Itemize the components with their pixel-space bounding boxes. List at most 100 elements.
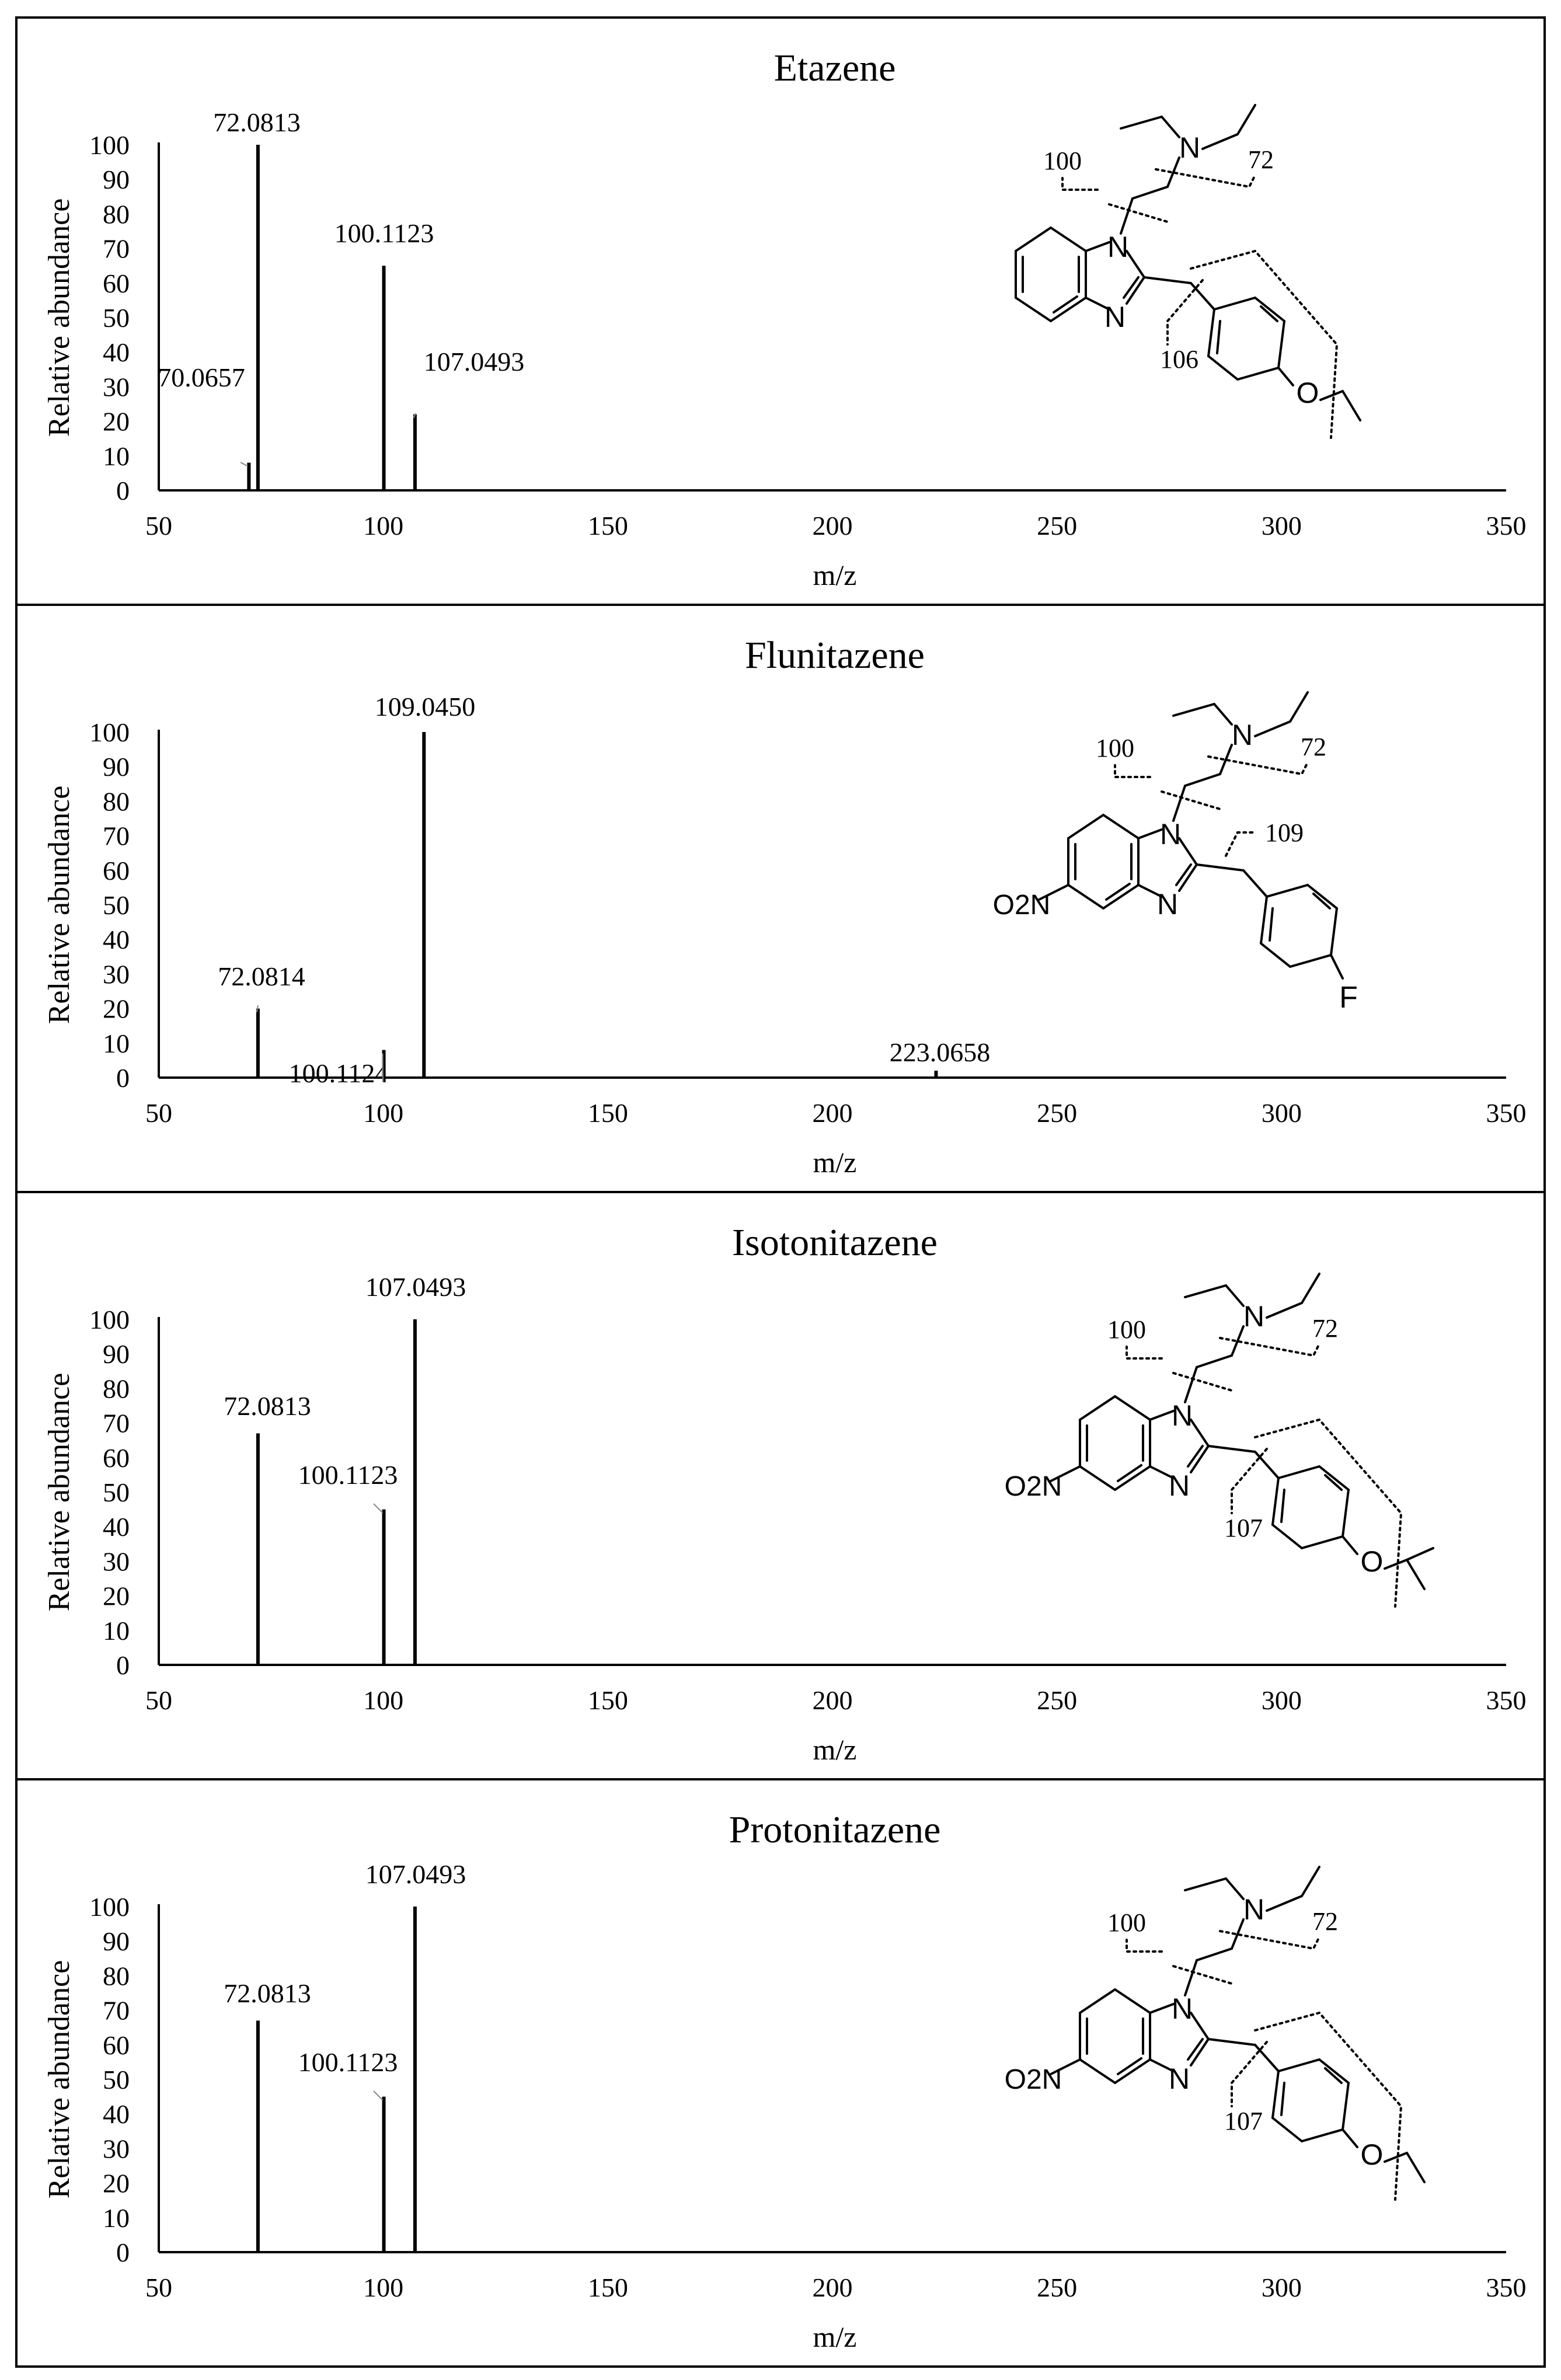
atom-label-n: N [1243,1893,1264,1926]
y-tick-label: 0 [116,1063,130,1093]
bond [1172,703,1215,717]
cleavage-line [1254,1418,1403,1608]
peak-label: 100.1123 [298,1460,398,1490]
benzene-bond [1079,2058,1116,2084]
atom-label-n: N [1232,719,1253,751]
bond [1384,1559,1408,1570]
benzene-bond [1342,1489,1350,1538]
imidazole-bond [1190,2038,1210,2067]
y-tick-label: 30 [103,1546,130,1576]
aromatic-bond [1175,863,1192,886]
bond [1184,773,1221,787]
panel-border [15,16,1546,606]
x-tick-label: 250 [1037,2273,1077,2302]
benzene-bond [1318,1465,1350,1491]
benzene-bond [1102,814,1140,839]
y-tick-label: 10 [103,441,130,471]
y-tick-label: 10 [103,1029,130,1058]
y-tick-label: 50 [103,890,130,920]
benzene-bond [1271,2070,1280,2119]
fragment-label: 72 [1312,1907,1338,1936]
benzene-bond [1260,895,1268,945]
y-tick-label: 50 [103,2065,130,2095]
atom-label-n: N [1107,231,1128,263]
bond [1277,367,1294,386]
aromatic-bond [1187,2038,1204,2061]
imidazole-bond [1178,837,1198,866]
peak-label: 72.0813 [224,1391,311,1421]
imidazole-bond [1126,276,1145,305]
y-tick-label: 90 [103,1339,130,1369]
bond [1050,2058,1081,2075]
bond [1266,1895,1303,1912]
spectrum-panel-2: Flunitazene 0 10 20 30 40 50 60 70 80 90 100 50 100 15… [15,604,1546,1193]
bond [1172,785,1186,822]
benzene-bond [1306,884,1338,910]
chemical-structure [1050,1866,1426,2201]
x-tick-label: 50 [145,511,172,541]
x-tick-label: 100 [363,1098,403,1128]
cleavage-line [1190,249,1339,439]
aromatic-bond [1187,1445,1204,1468]
imidazole-bond [1137,884,1163,898]
x-tick-label: 300 [1262,1098,1302,1128]
cleavage-line [1172,1965,1233,1985]
atom-label-n: N [1179,131,1200,164]
cleavage-line [1126,1346,1163,1360]
aromatic-bond [1280,2082,1285,2116]
bond [1207,2038,1256,2046]
bond [1342,1535,1358,1555]
atom-label-n: N [1169,1469,1190,1502]
bond [1254,2044,1280,2072]
y-tick-label: 30 [103,959,130,989]
bond [1213,703,1233,726]
bond [1184,1284,1227,1298]
chart-title: Etazene [774,47,896,89]
atom-label-n: N [1157,888,1178,921]
bond [1184,1877,1227,1891]
spectrum-panel-3: Isotonitazene 0 10 20 30 40 50 60 70 80 90 100 50 100… [15,1191,1546,1780]
aromatic-bond [1324,1474,1343,1491]
atom-label-o: O [1297,377,1319,409]
benzene-bond [1330,907,1338,956]
aromatic-bond [1260,305,1278,322]
x-tick-label: 100 [363,1685,403,1715]
imidazole-bond [1190,1445,1210,1473]
aromatic-bond [1117,1464,1142,1482]
aromatic-bond [1117,2057,1142,2075]
benzene-bond [1342,2082,1350,2131]
bond [1184,1959,1198,1996]
cleavage-line [1061,177,1099,191]
benzene-bond [1213,297,1256,311]
chemical-structure [1050,1273,1434,1608]
fragment-label: 100 [1107,1315,1146,1344]
y-tick-label: 10 [103,2203,130,2233]
imidazole-bond [1149,1410,1175,1421]
y-tick-label: 20 [103,994,130,1024]
bond [1196,863,1245,872]
aromatic-bond [1324,2067,1343,2084]
benzene-bond [1254,297,1285,322]
peak-label: 100.1123 [298,2047,398,2077]
bond [1219,744,1233,775]
y-tick-label: 30 [103,2134,130,2163]
chemical-structure [1015,104,1361,439]
peak-label-leader [373,2090,384,2101]
x-tick-label: 350 [1486,2273,1527,2302]
fragment-label: 107 [1224,2107,1263,2135]
cleavage-line [1161,790,1221,810]
y-tick-label: 60 [103,1443,130,1473]
x-tick-label: 250 [1037,1685,1077,1715]
aromatic-bond [1216,320,1221,354]
spectrum-panel-4: Protonitazene 0 10 20 30 40 50 60 70 80 90 100 50 100… [15,1778,1546,2368]
fragment-label: 106 [1160,345,1198,374]
x-tick-label: 300 [1262,1685,1302,1715]
benzene-bond [1114,2058,1151,2084]
x-tick-label: 100 [363,511,403,541]
atom-label-n: N [1243,1300,1264,1333]
aromatic-bond [1280,1489,1285,1523]
chart-title: Isotonitazene [732,1221,938,1264]
y-tick-label: 50 [103,1478,130,1507]
bond [1143,276,1192,284]
y-tick-label: 40 [103,1512,130,1542]
